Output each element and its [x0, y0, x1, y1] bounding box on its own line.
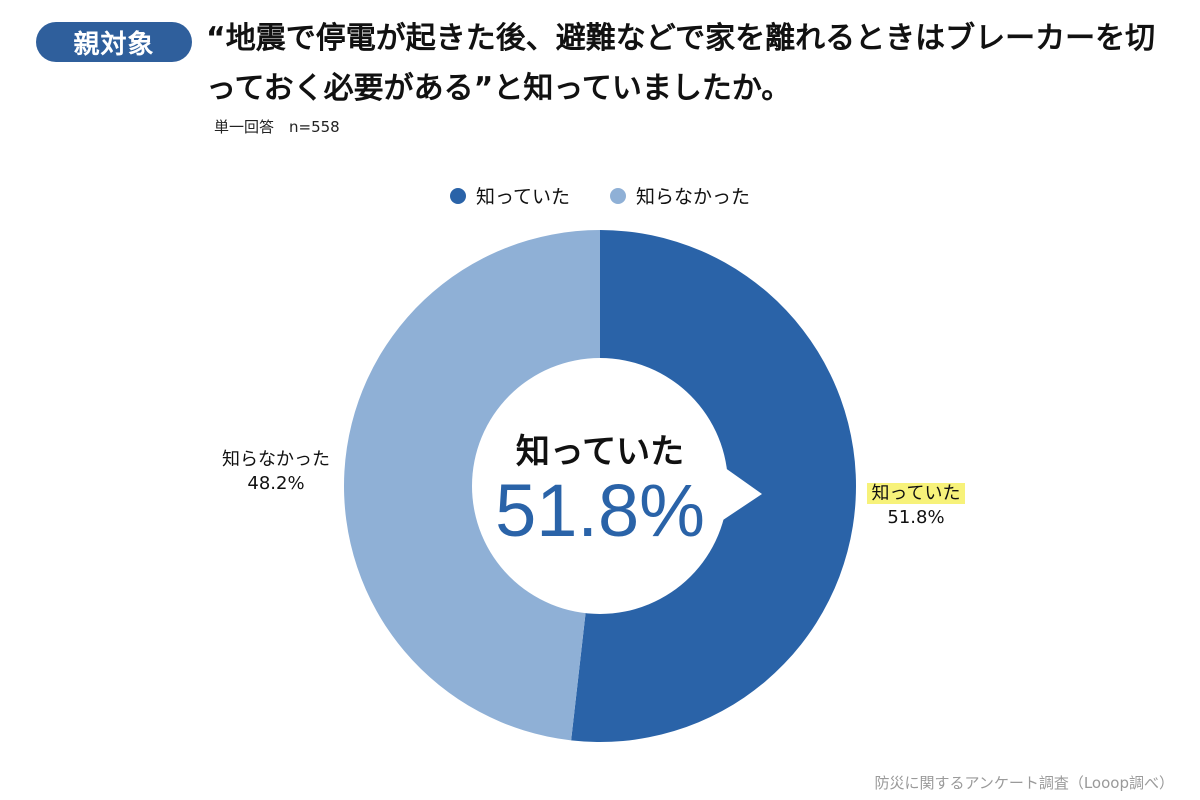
- slice-label-name: 知らなかった: [222, 449, 330, 470]
- legend-swatch-did-not-know: [610, 187, 627, 204]
- center-label: 知っていた: [515, 432, 685, 472]
- slice-label-value: 48.2%: [247, 473, 305, 494]
- pie-slice-did-not-know: [344, 230, 600, 741]
- chart-title: “地震で停電が起きた後、避難などで家を離れるときはブレーカーを切っておく必要があ…: [206, 21, 1156, 106]
- legend-label-did-not-know: 知らなかった: [636, 186, 751, 208]
- legend: 知っていた 知らなかった: [0, 182, 1200, 209]
- legend-item-knew: 知っていた: [449, 182, 571, 209]
- slice-label-value: 51.8%: [887, 507, 945, 528]
- legend-swatch-knew: [449, 187, 466, 204]
- slice-label-did-not-know: 知らなかった 48.2%: [212, 448, 340, 496]
- donut-hole: [472, 358, 728, 614]
- slice-label-name: 知っていた: [867, 483, 965, 504]
- center-value: 51.8%: [495, 469, 705, 552]
- legend-item-did-not-know: 知らなかった: [610, 182, 750, 209]
- legend-label-knew: 知っていた: [475, 186, 571, 208]
- target-badge: 親対象: [36, 22, 192, 62]
- callout-pointer: [714, 460, 762, 526]
- source-note: 防災に関するアンケート調査（Looop調べ）: [874, 774, 1174, 792]
- chart-subtitle: 単一回答 n=558: [214, 118, 340, 136]
- slice-label-knew: 知っていた 51.8%: [856, 482, 976, 530]
